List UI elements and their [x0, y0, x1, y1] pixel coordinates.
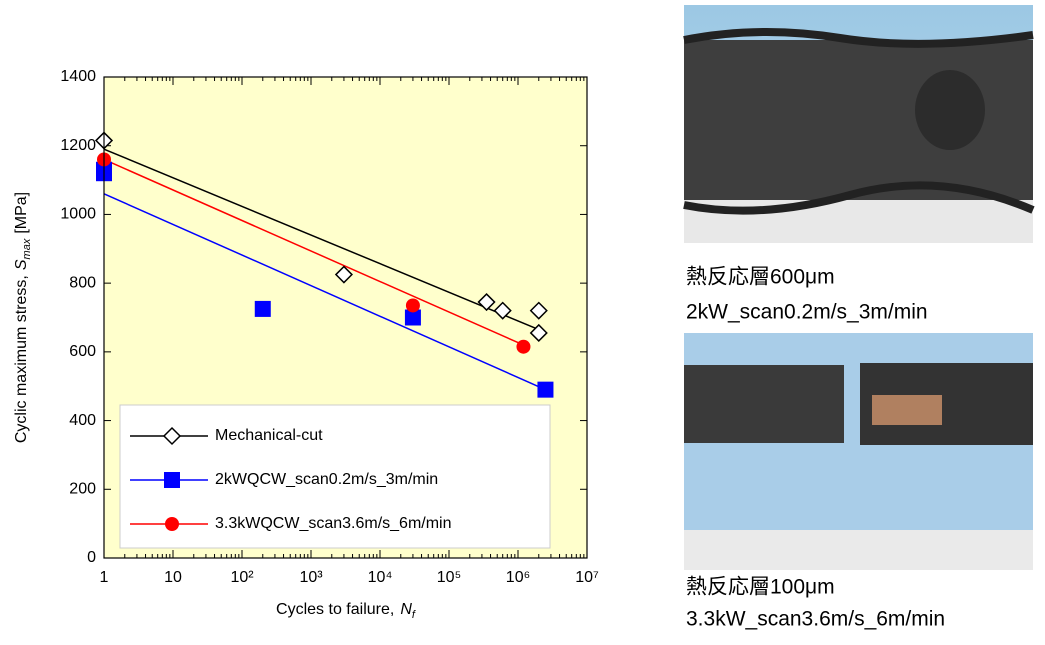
- point: [529, 323, 548, 343]
- y-tick-label: 400: [69, 412, 96, 429]
- chart: 0 200 400 600 800 1000 1200 1400 1 10 10² 10³ 10⁴ 10⁵…: [13, 68, 599, 621]
- legend: Mechanical-cut 2kWQCW_scan0.2m/s_3m/min 3.…: [119, 404, 551, 549]
- legend-label: Mechanical-cut: [215, 427, 323, 444]
- point: [537, 381, 554, 398]
- photo-caption: 3.3kW_scan3.6m/s_6m/min: [686, 608, 945, 631]
- legend-marker: [162, 426, 182, 446]
- point: [254, 300, 271, 317]
- photo: [684, 333, 1033, 570]
- point: [334, 265, 353, 284]
- point: [477, 292, 496, 312]
- point: [404, 309, 421, 326]
- y-tick-label: 0: [87, 549, 96, 566]
- x-tick-label: 10⁷: [575, 569, 599, 586]
- x-tick-label: 10⁶: [506, 569, 530, 586]
- point: [516, 339, 531, 354]
- x-tick-label: 10²: [230, 569, 254, 586]
- photo-caption: 2kW_scan0.2m/s_3m/min: [686, 301, 928, 324]
- y-tick-label: 1000: [60, 206, 96, 223]
- legend-label: 3.3kWQCW_scan3.6m/s_6m/min: [215, 515, 452, 532]
- x-axis-label: Cycles to failure, Nf: [276, 601, 416, 621]
- y-tick-label: 1400: [60, 68, 96, 85]
- y-tick-label: 600: [69, 343, 96, 360]
- x-tick-label: 1: [100, 569, 109, 586]
- point: [405, 298, 420, 313]
- y-tick-label: 200: [69, 481, 96, 498]
- x-tick-label: 10⁴: [368, 569, 393, 586]
- legend-marker: [164, 472, 180, 488]
- x-tick-label: 10³: [299, 569, 323, 586]
- fit-line: [103, 193, 546, 391]
- y-tick-label: 800: [69, 274, 96, 291]
- photo: [683, 5, 1035, 243]
- photo-caption: 熱反応層600μm: [686, 266, 835, 289]
- photo-caption: 熱反応層100μm: [686, 576, 835, 599]
- y-tick-label: 1200: [60, 137, 96, 154]
- point: [493, 301, 512, 320]
- x-tick-label: 10⁵: [437, 569, 461, 586]
- fit-line: [103, 148, 540, 331]
- fit-line: [103, 158, 524, 346]
- legend-label: 2kWQCW_scan0.2m/s_3m/min: [215, 471, 438, 488]
- point: [529, 301, 548, 320]
- x-tick-label: 10: [164, 569, 182, 586]
- y-axis-label: Cyclic maximum stress,Smax[MPa]: [13, 192, 33, 443]
- legend-marker: [165, 517, 179, 531]
- plot-frame: [103, 76, 588, 559]
